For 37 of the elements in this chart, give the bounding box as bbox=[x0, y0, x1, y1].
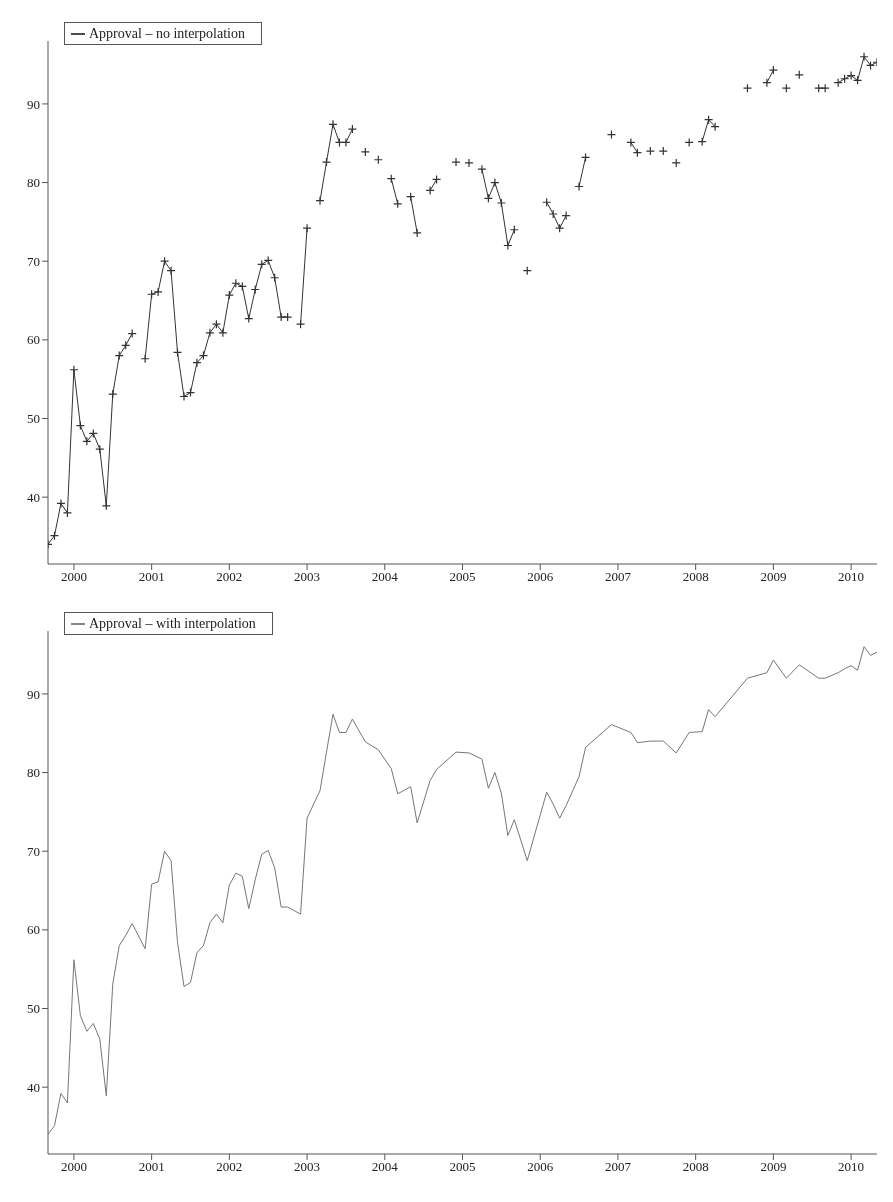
x-tick-label: 2001 bbox=[138, 569, 165, 585]
x-tick-label: 2004 bbox=[371, 569, 399, 585]
y-tick-label: 60 bbox=[27, 332, 40, 348]
y-tick-label: 90 bbox=[27, 96, 40, 112]
x-tick-label: 2008 bbox=[682, 1159, 709, 1175]
x-tick-label: 2010 bbox=[838, 1159, 865, 1175]
legend-label: Approval – no interpolation bbox=[89, 26, 245, 41]
x-tick-label: 2002 bbox=[216, 569, 243, 585]
x-tick-label: 2005 bbox=[449, 569, 476, 585]
x-tick-label: 2001 bbox=[138, 1159, 165, 1175]
x-tick-label: 2009 bbox=[760, 569, 787, 585]
x-tick-label: 2005 bbox=[449, 1159, 476, 1175]
y-tick-label: 80 bbox=[27, 765, 40, 781]
y-tick-label: 90 bbox=[27, 686, 40, 702]
y-tick-label: 40 bbox=[27, 489, 40, 505]
x-tick-label: 2002 bbox=[216, 1159, 243, 1175]
x-tick-label: 2004 bbox=[371, 1159, 399, 1175]
x-tick-label: 2009 bbox=[760, 1159, 787, 1175]
y-tick-label: 40 bbox=[27, 1079, 40, 1095]
x-tick-label: 2003 bbox=[294, 1159, 321, 1175]
x-tick-label: 2008 bbox=[682, 569, 709, 585]
y-tick-label: 50 bbox=[27, 1001, 40, 1017]
y-tick-label: 60 bbox=[27, 922, 40, 938]
y-tick-label: 80 bbox=[27, 175, 40, 191]
x-tick-label: 2000 bbox=[60, 1159, 87, 1175]
y-tick-label: 50 bbox=[27, 411, 40, 427]
legend-label: Approval – with interpolation bbox=[89, 616, 256, 631]
x-tick-label: 2007 bbox=[604, 1159, 632, 1175]
x-tick-label: 2007 bbox=[604, 569, 632, 585]
x-tick-label: 2006 bbox=[527, 1159, 554, 1175]
y-tick-label: 70 bbox=[27, 843, 40, 859]
x-tick-label: 2000 bbox=[60, 569, 87, 585]
y-tick-label: 70 bbox=[27, 253, 40, 269]
x-tick-label: 2006 bbox=[527, 569, 554, 585]
x-tick-label: 2010 bbox=[838, 569, 865, 585]
line-series bbox=[48, 646, 877, 1135]
x-tick-label: 2003 bbox=[294, 569, 321, 585]
